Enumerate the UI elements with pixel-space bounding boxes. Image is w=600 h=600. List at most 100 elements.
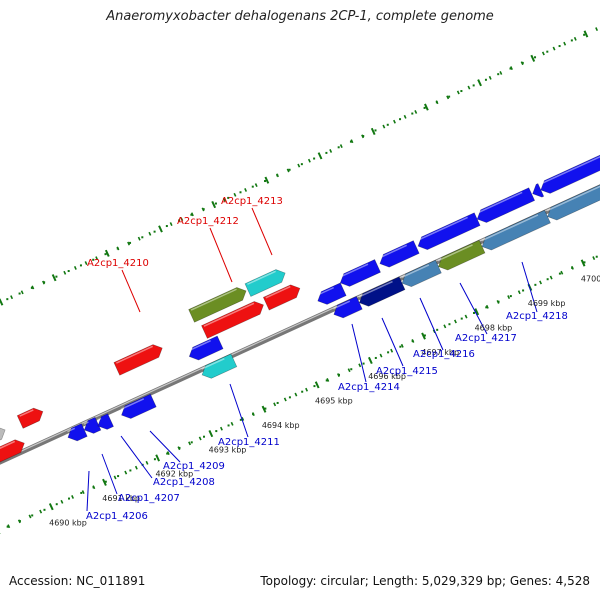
minor-tick bbox=[347, 368, 351, 373]
gene-blue bbox=[339, 259, 381, 287]
gene-label: A2cp1_4207 bbox=[118, 493, 180, 504]
scale-dot bbox=[288, 396, 291, 399]
gene-arrow-shine bbox=[379, 244, 408, 259]
scale-dot bbox=[129, 241, 132, 244]
scale-dot bbox=[325, 379, 328, 382]
gene-red bbox=[201, 301, 264, 339]
gene-A2cp1_4211 bbox=[201, 353, 238, 379]
minor-tick bbox=[127, 241, 131, 246]
minor-tick bbox=[446, 95, 450, 100]
scale-dot bbox=[166, 452, 169, 455]
gene-arrow-shine bbox=[317, 286, 335, 296]
minor-tick bbox=[294, 392, 298, 397]
scale-dot bbox=[68, 497, 71, 500]
minor-tick bbox=[510, 66, 513, 71]
gene-A2cp1_4212 bbox=[188, 287, 247, 323]
major-tick bbox=[421, 332, 426, 340]
scale-dot bbox=[473, 311, 476, 314]
minor-tick bbox=[573, 36, 577, 41]
gene-arrow-body bbox=[547, 184, 600, 221]
scale-dot bbox=[362, 362, 365, 365]
minor-tick bbox=[10, 295, 14, 300]
gene-arrow-body bbox=[67, 423, 88, 442]
gene-arrow-body bbox=[16, 407, 44, 429]
label-leader-lines bbox=[86, 207, 538, 512]
gene-blue bbox=[530, 183, 545, 198]
tick-label: 4695 kbp bbox=[315, 397, 353, 406]
gene-blue bbox=[67, 423, 88, 442]
minor-tick bbox=[20, 290, 24, 295]
scale-dot bbox=[79, 264, 82, 267]
scale-dot bbox=[399, 345, 402, 348]
major-tick bbox=[314, 381, 320, 389]
gene-arrow-shine bbox=[203, 302, 255, 327]
scale-dot bbox=[399, 118, 402, 121]
minor-tick bbox=[411, 339, 415, 343]
scale-dot bbox=[387, 351, 390, 354]
scale-dot bbox=[178, 219, 181, 222]
tick-label: 4691 kbp bbox=[102, 494, 140, 503]
gene-arrow-body bbox=[113, 344, 163, 376]
gene-arrow-body bbox=[317, 282, 347, 305]
tick-label: 4700 kbp bbox=[581, 275, 600, 284]
gene-arrow-shine bbox=[476, 191, 523, 214]
gene-arrow-shine bbox=[339, 263, 369, 278]
minor-tick bbox=[63, 270, 67, 275]
gene-arrow-body bbox=[244, 269, 286, 297]
gene-arrow-body bbox=[201, 301, 264, 339]
major-tick bbox=[370, 127, 376, 136]
scale-dot bbox=[141, 236, 144, 239]
scale-dot bbox=[153, 458, 156, 461]
gene-arrow-shine bbox=[97, 417, 102, 421]
scale-dot bbox=[374, 129, 377, 132]
gene-arrow-body bbox=[438, 239, 486, 271]
minor-tick bbox=[244, 188, 248, 192]
minor-tick bbox=[496, 300, 500, 304]
minor-tick bbox=[549, 275, 553, 280]
leader-line bbox=[120, 435, 153, 479]
scale-dot bbox=[423, 106, 426, 109]
tick-label: 4697 kbp bbox=[421, 348, 459, 357]
minor-tick bbox=[467, 85, 471, 90]
minor-tick bbox=[60, 499, 64, 504]
gene-red bbox=[113, 344, 163, 376]
scale-dot bbox=[534, 283, 537, 286]
minor-tick bbox=[92, 485, 96, 490]
minor-tick bbox=[233, 192, 237, 197]
minor-tick bbox=[222, 197, 226, 202]
gene-label: A2cp1_4206 bbox=[86, 511, 148, 522]
gene-arrow-shine bbox=[358, 280, 393, 298]
genome-info-text: Topology: circular; Length: 5,029,329 bp… bbox=[260, 574, 590, 588]
minor-tick bbox=[276, 173, 279, 178]
minor-tick bbox=[499, 71, 503, 75]
minor-tick bbox=[113, 475, 117, 480]
minor-tick bbox=[124, 470, 128, 475]
scale-dot bbox=[300, 163, 303, 166]
minor-tick bbox=[137, 236, 141, 241]
forward-ticks bbox=[0, 27, 599, 306]
minor-tick bbox=[254, 183, 258, 187]
gene-arrow-body bbox=[201, 353, 238, 379]
major-tick bbox=[0, 298, 4, 306]
gene-arrow-shine bbox=[546, 185, 600, 212]
gene-A2cp1_4217 bbox=[437, 239, 486, 271]
tick-label: 4698 kbp bbox=[475, 323, 513, 332]
minor-tick bbox=[73, 266, 77, 270]
minor-tick bbox=[488, 75, 492, 80]
scale-dot bbox=[31, 514, 34, 517]
scale-dot bbox=[411, 112, 414, 115]
minor-tick bbox=[220, 426, 223, 431]
major-tick bbox=[158, 225, 163, 233]
gene-arrow-body bbox=[339, 259, 381, 287]
scale-dot bbox=[583, 261, 586, 264]
minor-tick bbox=[443, 324, 447, 329]
gene-arrow-shine bbox=[116, 345, 154, 364]
leader-line bbox=[459, 282, 488, 335]
minor-tick bbox=[28, 514, 32, 519]
leader-line bbox=[101, 453, 118, 495]
gene-red bbox=[262, 284, 301, 311]
tick-label: 4696 kbp bbox=[368, 372, 406, 381]
major-tick bbox=[211, 200, 217, 209]
minor-tick bbox=[414, 110, 418, 114]
scale-dot bbox=[6, 298, 9, 301]
